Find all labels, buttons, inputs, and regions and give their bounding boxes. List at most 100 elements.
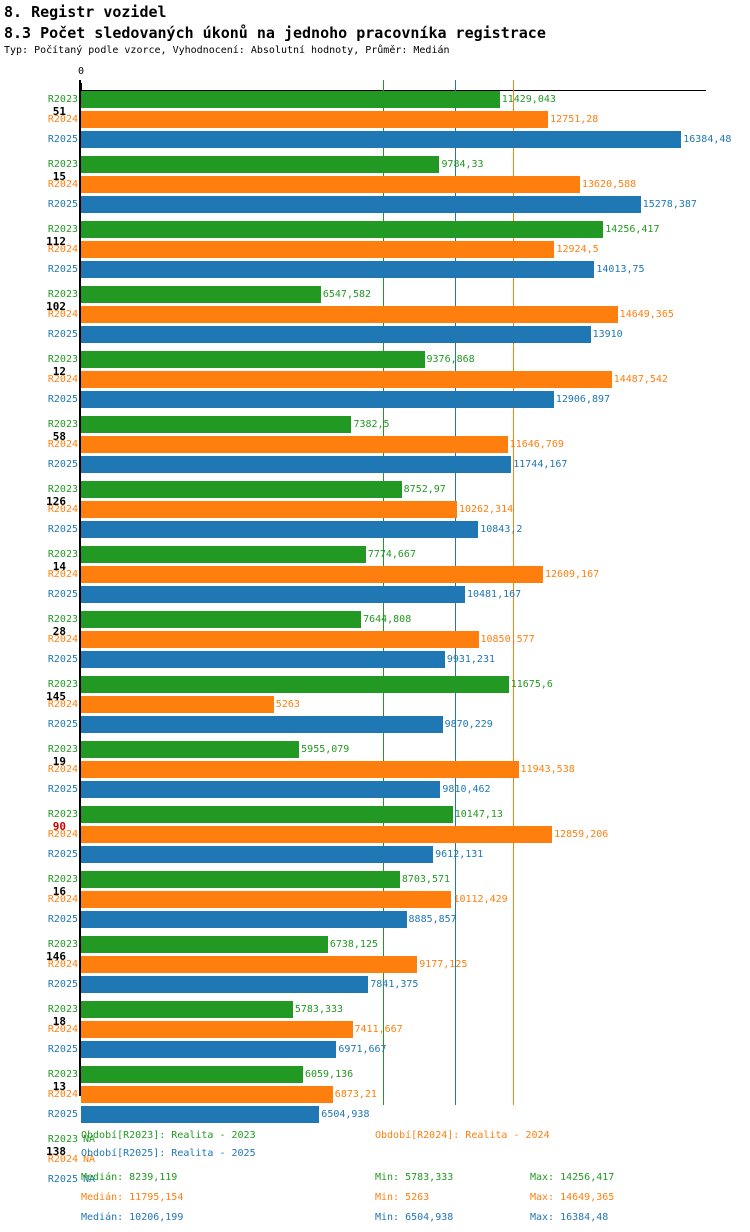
bar-r2023[interactable] xyxy=(81,741,300,758)
bar-r2023[interactable] xyxy=(81,1066,303,1083)
bar-row: R2024 NA xyxy=(0,1151,750,1168)
bar-r2023[interactable] xyxy=(81,156,440,173)
bar-r2023[interactable] xyxy=(81,546,366,563)
series-label-r2024: R2024 xyxy=(47,829,78,840)
bar-value-label: 5263 xyxy=(275,699,300,710)
series-label-r2024: R2024 xyxy=(47,439,78,450)
series-label-r2023: R2023 xyxy=(47,484,78,495)
bar-r2024[interactable] xyxy=(81,956,418,973)
legend-series-r2024[interactable]: Období[R2024]: Realita - 2024 xyxy=(375,1130,550,1141)
group-category-label[interactable]: 28 xyxy=(52,625,66,638)
bar-r2025[interactable] xyxy=(81,1106,320,1123)
bar-r2023[interactable] xyxy=(81,286,321,303)
bar-value-label: 5783,333 xyxy=(294,1004,344,1015)
bar-r2025[interactable] xyxy=(81,131,682,148)
bar-r2025[interactable] xyxy=(81,586,465,603)
bar-r2023[interactable] xyxy=(81,481,402,498)
bar-r2025[interactable] xyxy=(81,521,479,538)
bar-r2025[interactable] xyxy=(81,456,512,473)
legend-stat-max-r2025: Max: 16384,48 xyxy=(530,1212,609,1223)
bar-group: 18 R2023 5783,333 R2024 7411,667 R2025 6971,66… xyxy=(0,1001,750,1066)
bar-r2023[interactable] xyxy=(81,91,500,108)
bar-r2024[interactable] xyxy=(81,371,612,388)
bar-r2025[interactable] xyxy=(81,261,595,278)
series-label-r2023: R2023 xyxy=(47,874,78,885)
series-label-r2023: R2023 xyxy=(47,549,78,560)
bar-group: 102 R2023 6547,582 R2024 14649,365 R2025 13910 xyxy=(0,286,750,351)
group-category-label[interactable]: 145 xyxy=(46,690,66,703)
bar-r2024[interactable] xyxy=(81,696,274,713)
bar-r2023[interactable] xyxy=(81,611,362,628)
group-category-label[interactable]: 58 xyxy=(52,430,66,443)
bar-value-label: 5955,079 xyxy=(301,744,350,755)
bar-r2024[interactable] xyxy=(81,1086,333,1103)
bar-r2024[interactable] xyxy=(81,111,549,128)
page-title: 8. Registr vozidel xyxy=(4,3,167,21)
group-category-label[interactable]: 102 xyxy=(46,300,66,313)
series-label-r2024: R2024 xyxy=(47,244,78,255)
bar-row: R2025 12906,897 xyxy=(0,391,750,408)
legend-series-r2025[interactable]: Období[R2025]: Realita - 2025 xyxy=(81,1148,256,1159)
bar-r2024[interactable] xyxy=(81,761,519,778)
group-category-label[interactable]: 13 xyxy=(52,1080,66,1093)
bar-r2024[interactable] xyxy=(81,241,555,258)
bar-r2024[interactable] xyxy=(81,1021,353,1038)
bar-row: R2023 5955,079 xyxy=(0,741,750,758)
group-category-label[interactable]: 90 xyxy=(52,820,66,833)
bar-row: R2024 10112,429 xyxy=(0,891,750,908)
bar-r2023[interactable] xyxy=(81,806,453,823)
legend-series-r2023[interactable]: Období[R2023]: Realita - 2023 xyxy=(81,1130,256,1141)
bar-r2025[interactable] xyxy=(81,911,407,928)
bar-r2024[interactable] xyxy=(81,891,452,908)
legend-stat-min-r2025: Min: 6504,938 xyxy=(375,1212,454,1223)
bar-r2024[interactable] xyxy=(81,566,543,583)
bar-r2025[interactable] xyxy=(81,976,369,993)
bar-r2025[interactable] xyxy=(81,1041,337,1058)
bar-value-label: 7382,5 xyxy=(353,419,390,430)
bar-r2024[interactable] xyxy=(81,436,508,453)
group-category-label[interactable]: 15 xyxy=(52,170,66,183)
bar-r2025[interactable] xyxy=(81,846,434,863)
bar-r2024[interactable] xyxy=(81,826,553,843)
bar-r2025[interactable] xyxy=(81,391,554,408)
group-category-label[interactable]: 18 xyxy=(52,1015,66,1028)
bar-group: 15 R2023 9784,33 R2024 13620,588 R2025 15278,3… xyxy=(0,156,750,221)
series-label-r2024: R2024 xyxy=(47,1154,78,1165)
bar-r2024[interactable] xyxy=(81,176,580,193)
group-category-label[interactable]: 146 xyxy=(46,950,66,963)
group-category-label[interactable]: 126 xyxy=(46,495,66,508)
series-label-r2025: R2025 xyxy=(47,329,78,340)
group-category-label[interactable]: 16 xyxy=(52,885,66,898)
group-category-label[interactable]: 138 xyxy=(46,1145,66,1158)
bar-r2023[interactable] xyxy=(81,221,604,238)
group-category-label[interactable]: 112 xyxy=(46,235,66,248)
legend-stat-min-r2023: Min: 5783,333 xyxy=(375,1172,454,1183)
bar-r2025[interactable] xyxy=(81,781,441,798)
bar-r2025[interactable] xyxy=(81,716,443,733)
bar-value-label: 6504,938 xyxy=(321,1109,370,1120)
series-label-r2025: R2025 xyxy=(47,524,78,535)
bar-group: 58 R2023 7382,5 R2024 11646,769 R2025 11744,16… xyxy=(0,416,750,481)
group-category-label[interactable]: 12 xyxy=(52,365,66,378)
series-label-r2025: R2025 xyxy=(47,264,78,275)
bar-r2023[interactable] xyxy=(81,351,425,368)
group-category-label[interactable]: 19 xyxy=(52,755,66,768)
bar-r2025[interactable] xyxy=(81,651,445,668)
legend-stat-max-r2023: Max: 14256,417 xyxy=(530,1172,615,1183)
bar-r2024[interactable] xyxy=(81,631,479,648)
bar-r2025[interactable] xyxy=(81,326,591,343)
bar-row: R2023 7644,808 xyxy=(0,611,750,628)
bar-r2023[interactable] xyxy=(81,936,328,953)
bar-r2023[interactable] xyxy=(81,416,352,433)
group-category-label[interactable]: 51 xyxy=(52,105,66,118)
bar-r2025[interactable] xyxy=(81,196,641,213)
bar-r2023[interactable] xyxy=(81,1001,293,1018)
bar-value-label: 13910 xyxy=(592,329,623,340)
group-category-label[interactable]: 14 xyxy=(52,560,66,573)
chart-subtitle: Typ: Počítaný podle vzorce, Vyhodnocení:… xyxy=(4,45,450,56)
bar-r2024[interactable] xyxy=(81,306,618,323)
bar-r2023[interactable] xyxy=(81,871,400,888)
series-label-r2023: R2023 xyxy=(47,679,78,690)
bar-r2024[interactable] xyxy=(81,501,457,518)
bar-r2023[interactable] xyxy=(81,676,509,693)
